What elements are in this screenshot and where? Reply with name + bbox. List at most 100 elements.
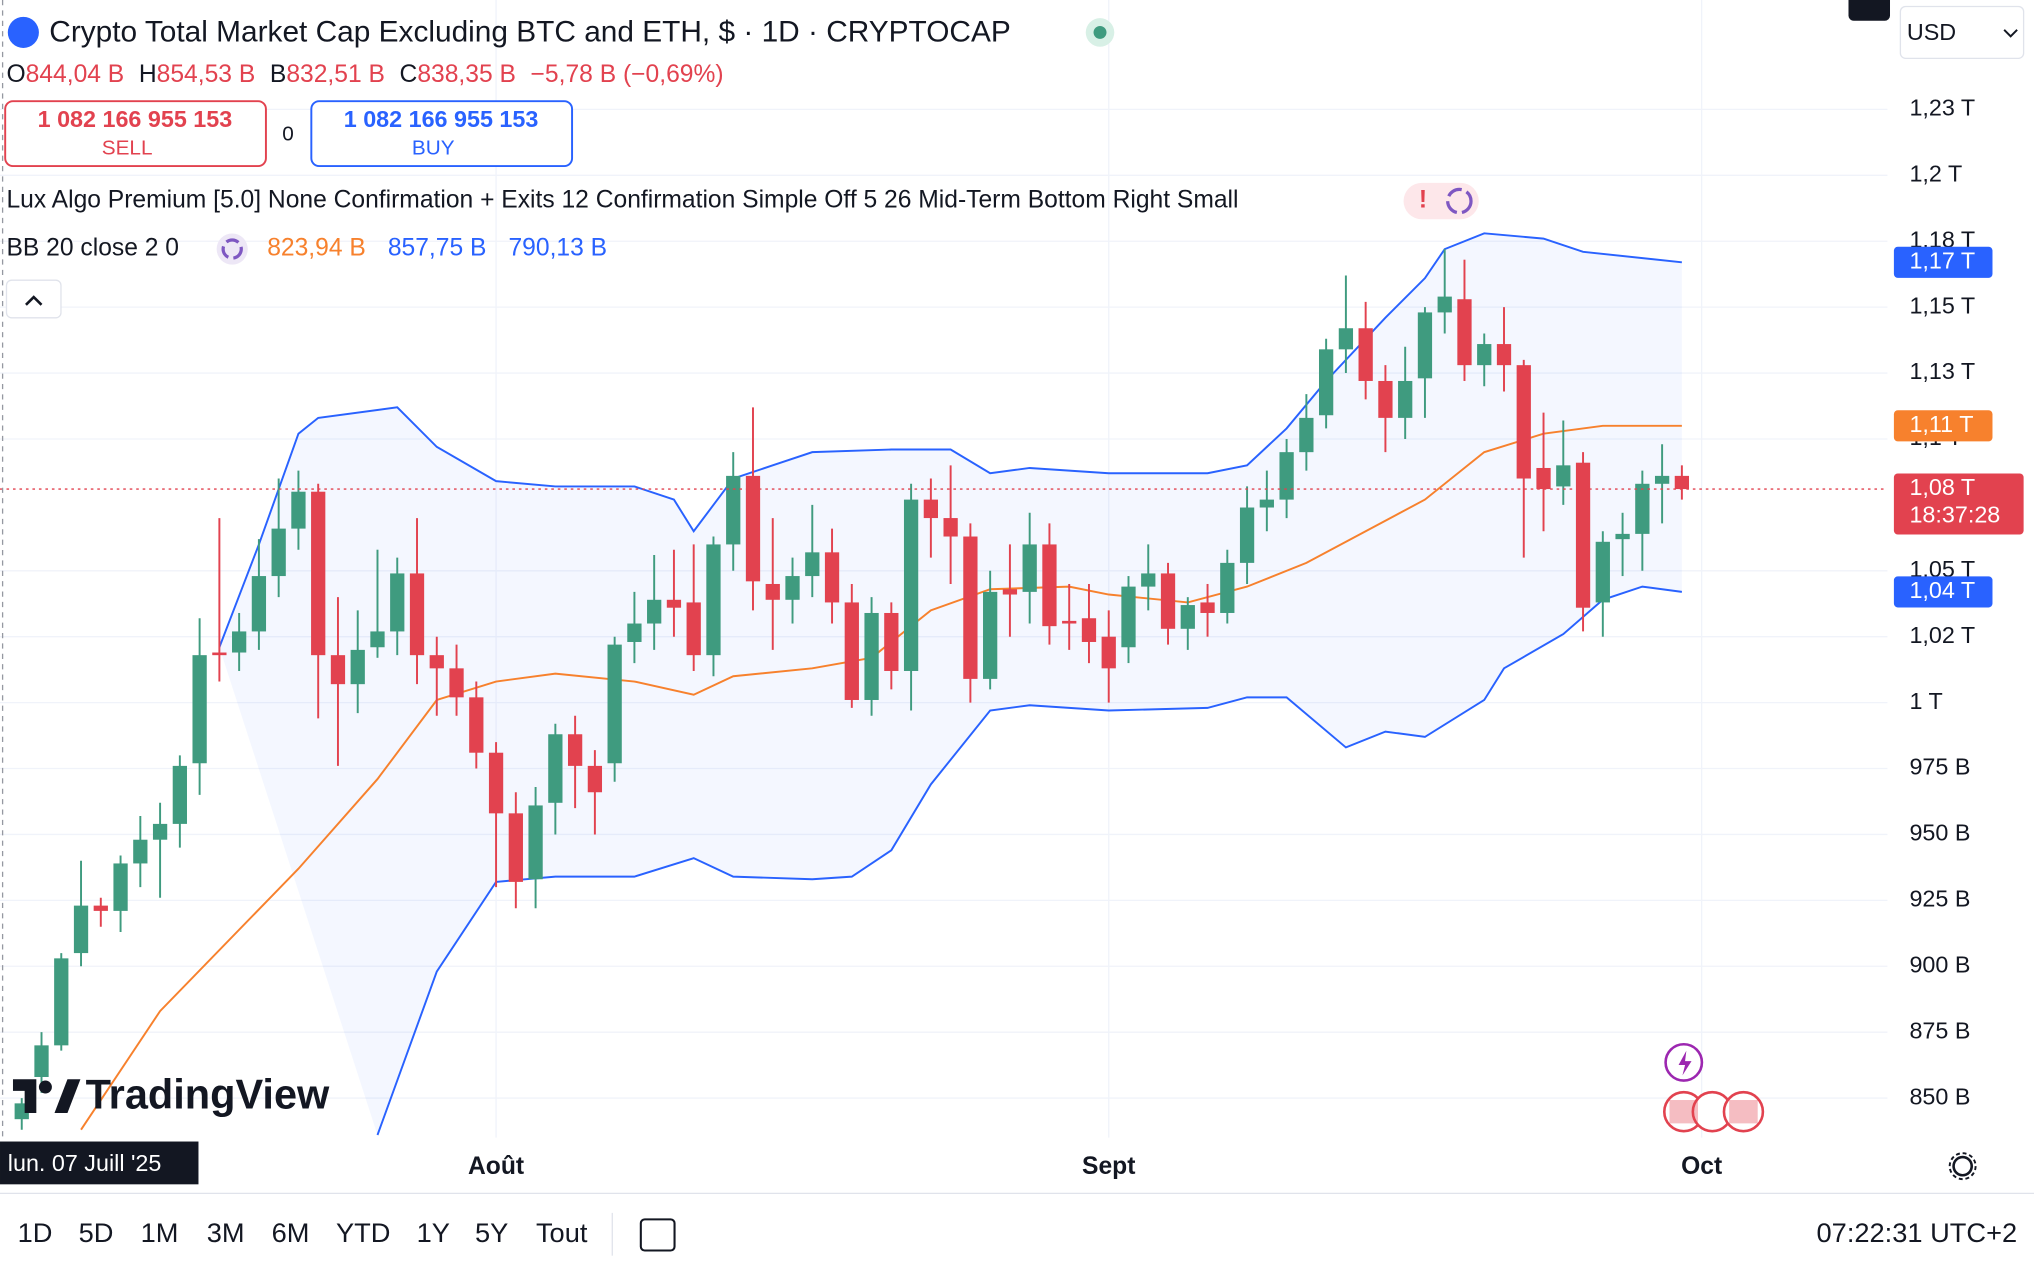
candle-body [1417,312,1433,379]
price-countdown: 18:37:28 [1909,501,2000,527]
candle-body [1259,499,1274,508]
candle-body [765,583,780,600]
candle-body [370,631,385,648]
candle-body [1536,467,1551,490]
bb-icon-bg[interactable] [216,233,248,265]
price-label: 1,11 T [1909,411,1973,437]
x-tick-label: Août [468,1153,524,1180]
settings-icon[interactable] [1952,1155,1974,1177]
logo-mark [12,1079,37,1113]
candle-body [152,823,168,840]
ohlc-o-label: O [6,61,25,88]
bb-middle: 823,94 B [267,235,366,262]
currency[interactable]: USD [1907,19,1956,45]
flag-stripes[interactable] [1729,1100,1758,1124]
range-button[interactable]: YTD [336,1217,390,1248]
ohlc-line: O844,04 B H854,53 B B832,51 B C838,35 B … [6,61,723,88]
collapse-chevron[interactable] [25,295,43,306]
band-fill-shape [219,233,1682,1135]
flags[interactable] [1662,1090,1765,1133]
candle-body [212,652,227,656]
range-button[interactable]: 1D [18,1217,53,1248]
sell-price[interactable]: 1 082 166 955 153 [38,106,233,132]
range-button[interactable]: 5D [79,1217,114,1248]
candle-body [1042,544,1057,627]
price-label: 1,04 T [1909,577,1975,603]
collapse-button[interactable] [5,279,62,319]
candle-body [1496,344,1512,366]
candle-body [647,599,662,624]
range-button[interactable]: 3M [207,1217,245,1248]
candle-body [1279,452,1294,500]
candle-body [54,958,69,1046]
candle-body [350,649,365,685]
range-button[interactable]: 1Y [417,1217,450,1248]
flag-icon[interactable] [1722,1090,1765,1133]
date-range-icon[interactable] [639,1218,676,1252]
x-tick-label: Oct [1681,1153,1722,1180]
flag-stripes[interactable] [1669,1100,1699,1124]
candle-body [1062,620,1077,624]
logo-slash [54,1079,81,1113]
y-tick-label: 1,23 T [1909,95,1975,121]
event-bolt[interactable] [1678,1050,1692,1076]
ohlc-l-label: B [270,61,286,88]
candle-body [1318,349,1334,416]
candle-body [469,697,484,753]
candle-body [1595,541,1610,603]
y-tick-label: 1,13 T [1909,358,1975,384]
currency-select[interactable] [1899,5,2025,60]
candle-body [587,765,603,793]
candle-body [943,518,958,537]
add-button[interactable] [1848,0,1891,21]
candle-body [1437,296,1452,313]
clock: 07:22:31 UTC+2 [1817,1217,2018,1248]
candle-body [508,813,523,882]
y-tick-label: 875 B [1909,1017,1970,1043]
band-lower [376,585,1683,1136]
candle-body [864,612,879,700]
logo-dot [38,1080,52,1094]
candle-body [1575,462,1591,608]
logo: TradingView [12,1070,330,1117]
settings-teeth[interactable] [1948,1152,1977,1181]
buy-box[interactable] [310,100,574,168]
refresh-icon[interactable] [1446,187,1473,215]
candle-body [706,544,721,656]
candle-body [232,631,247,653]
indicator-status[interactable] [1403,182,1479,220]
indicator-alert[interactable]: ! [1419,187,1427,214]
buy-price[interactable]: 1 082 166 955 153 [344,106,539,132]
sell-label[interactable]: SELL [102,137,153,160]
axis-layer: 850 B 875 B 900 B 925 B 950 B 975 B 1 T 1,02 T 1… [468,95,2024,1180]
ohlc-c: 838,35 B [417,61,516,88]
candle-body [1654,475,1670,484]
range-button[interactable]: Tout [536,1217,588,1248]
plot-layer [0,232,1888,1136]
sell-button[interactable]: 1 082 166 955 153 SELL [4,100,267,168]
candle-body [884,612,899,671]
range-button[interactable]: 6M [272,1217,310,1248]
candle-body [291,491,306,529]
price-label: 1,08 T [1909,474,1975,500]
sell-box[interactable] [4,100,267,168]
candle-body [1141,573,1156,587]
bb-icon[interactable] [221,238,243,260]
candle-body [824,552,840,603]
currency-caret[interactable] [2003,29,2018,38]
candle-body [1556,465,1571,487]
buy-button[interactable]: 1 082 166 955 153 BUY [310,100,574,168]
candle-body [607,644,622,764]
candle-body [1338,328,1354,350]
candle-body [330,655,346,685]
candle-body [1615,533,1630,540]
ohlc-l: 832,51 B [286,61,385,88]
buy-label[interactable]: BUY [412,137,455,160]
bb-upper: 857,75 B [388,235,487,262]
candle-body [172,765,187,824]
range-button[interactable]: 5Y [475,1217,508,1248]
bb-lower: 790,13 B [509,235,608,262]
range-button[interactable]: 1M [141,1217,179,1248]
candle-body [963,536,978,679]
y-tick-label: 925 B [1909,886,1970,912]
